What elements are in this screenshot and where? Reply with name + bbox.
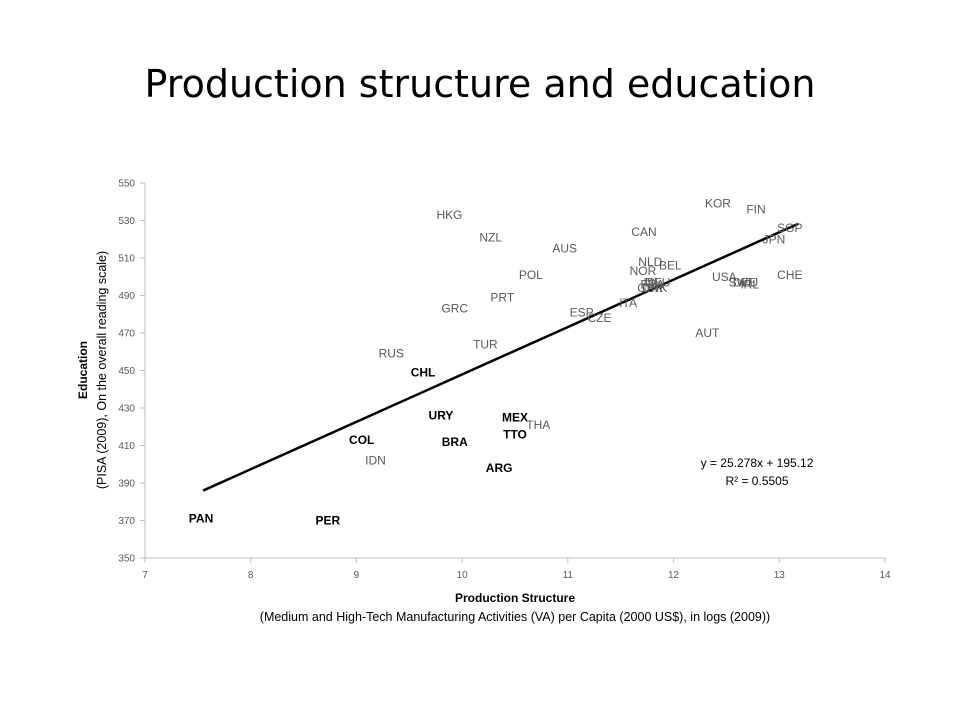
- data-point-bra: BRA: [442, 435, 468, 449]
- data-point-per: PER: [316, 514, 341, 528]
- y-tick-label: 410: [118, 441, 135, 452]
- data-point-sgp: SGP: [777, 221, 802, 235]
- x-tick-label: 12: [668, 570, 680, 581]
- y-axis-title: Education: [76, 341, 90, 399]
- data-point-mex: MEX: [502, 410, 528, 424]
- data-point-deu: DEU: [733, 275, 758, 289]
- data-point-rus: RUS: [379, 347, 404, 361]
- y-tick-label: 550: [118, 179, 135, 190]
- data-point-esp: ESP: [570, 305, 594, 319]
- x-tick-label: 11: [563, 570, 574, 581]
- data-point-col: COL: [349, 433, 374, 447]
- y-tick-label: 350: [118, 554, 135, 565]
- trendline: [202, 222, 799, 492]
- data-point-chl: CHL: [411, 365, 436, 379]
- y-tick-label: 370: [118, 516, 135, 527]
- x-axis-title: Production Structure: [455, 591, 575, 605]
- data-point-aut: AUT: [695, 326, 720, 340]
- x-axis-subtitle: (Medium and High-Tech Manufacturing Acti…: [260, 610, 770, 624]
- data-point-tur: TUR: [473, 337, 498, 351]
- trendline-equation: y = 25.278x + 195.12: [701, 456, 814, 470]
- data-point-pol: POL: [519, 268, 543, 282]
- data-point-deu: DEU: [645, 275, 670, 289]
- data-point-jpn: JPN: [763, 232, 786, 246]
- x-tick-label: 13: [774, 570, 786, 581]
- data-point-bel: BEL: [659, 259, 682, 273]
- data-point-aus: AUS: [552, 242, 577, 256]
- data-point-ita: ITA: [619, 296, 637, 310]
- x-tick-label: 8: [248, 570, 254, 581]
- data-point-nzl: NZL: [479, 230, 502, 244]
- data-point-cze: CZE: [588, 311, 612, 325]
- y-tick-label: 430: [118, 404, 135, 415]
- x-tick-label: 7: [142, 570, 148, 581]
- data-point-nor: NOR: [630, 264, 657, 278]
- y-tick-label: 490: [118, 291, 135, 302]
- data-point-isl: ISL: [643, 275, 661, 289]
- page-title: Production structure and education: [144, 62, 816, 106]
- data-point-prt: PRT: [490, 290, 514, 304]
- data-point-swe: SWE: [729, 275, 756, 289]
- data-point-che: CHE: [777, 268, 802, 282]
- x-tick-label: 14: [879, 570, 891, 581]
- y-tick-label: 390: [118, 479, 135, 490]
- data-point-pan: PAN: [189, 512, 213, 526]
- data-point-ury: URY: [429, 409, 454, 423]
- chart-ticks: 7 8 9 10 11 12 13 14 350 370 390 410 430 450 470 490 510…: [118, 179, 891, 582]
- data-point-tha: THA: [526, 418, 550, 432]
- y-tick-label: 450: [118, 366, 135, 377]
- data-point-usa: USA: [712, 270, 737, 284]
- data-point-fra: FRA: [640, 277, 664, 291]
- data-point-hkg: HKG: [436, 208, 462, 222]
- y-tick-label: 530: [118, 216, 135, 227]
- data-point-idn: IDN: [365, 454, 386, 468]
- data-point-dnk: DNK: [642, 281, 667, 295]
- y-tick-label: 510: [118, 254, 135, 265]
- data-point-arg: ARG: [486, 461, 513, 475]
- data-point-tto: TTO: [503, 427, 527, 441]
- y-tick-label: 470: [118, 329, 135, 340]
- trendline-r2: R² = 0.5505: [725, 474, 788, 488]
- data-point-kor: KOR: [705, 197, 731, 211]
- y-axis-subtitle: (PISA (2009), On the overall reading sca…: [95, 251, 109, 489]
- x-tick-label: 10: [457, 570, 469, 581]
- x-tick-label: 9: [354, 570, 360, 581]
- data-point-fin: FIN: [746, 202, 765, 216]
- data-point-gbr: GBR: [637, 281, 663, 295]
- data-point-grc: GRC: [441, 302, 468, 316]
- data-point-nld: NLD: [638, 255, 662, 269]
- data-point-irl: IRL: [740, 277, 759, 291]
- data-point-can: CAN: [631, 225, 656, 239]
